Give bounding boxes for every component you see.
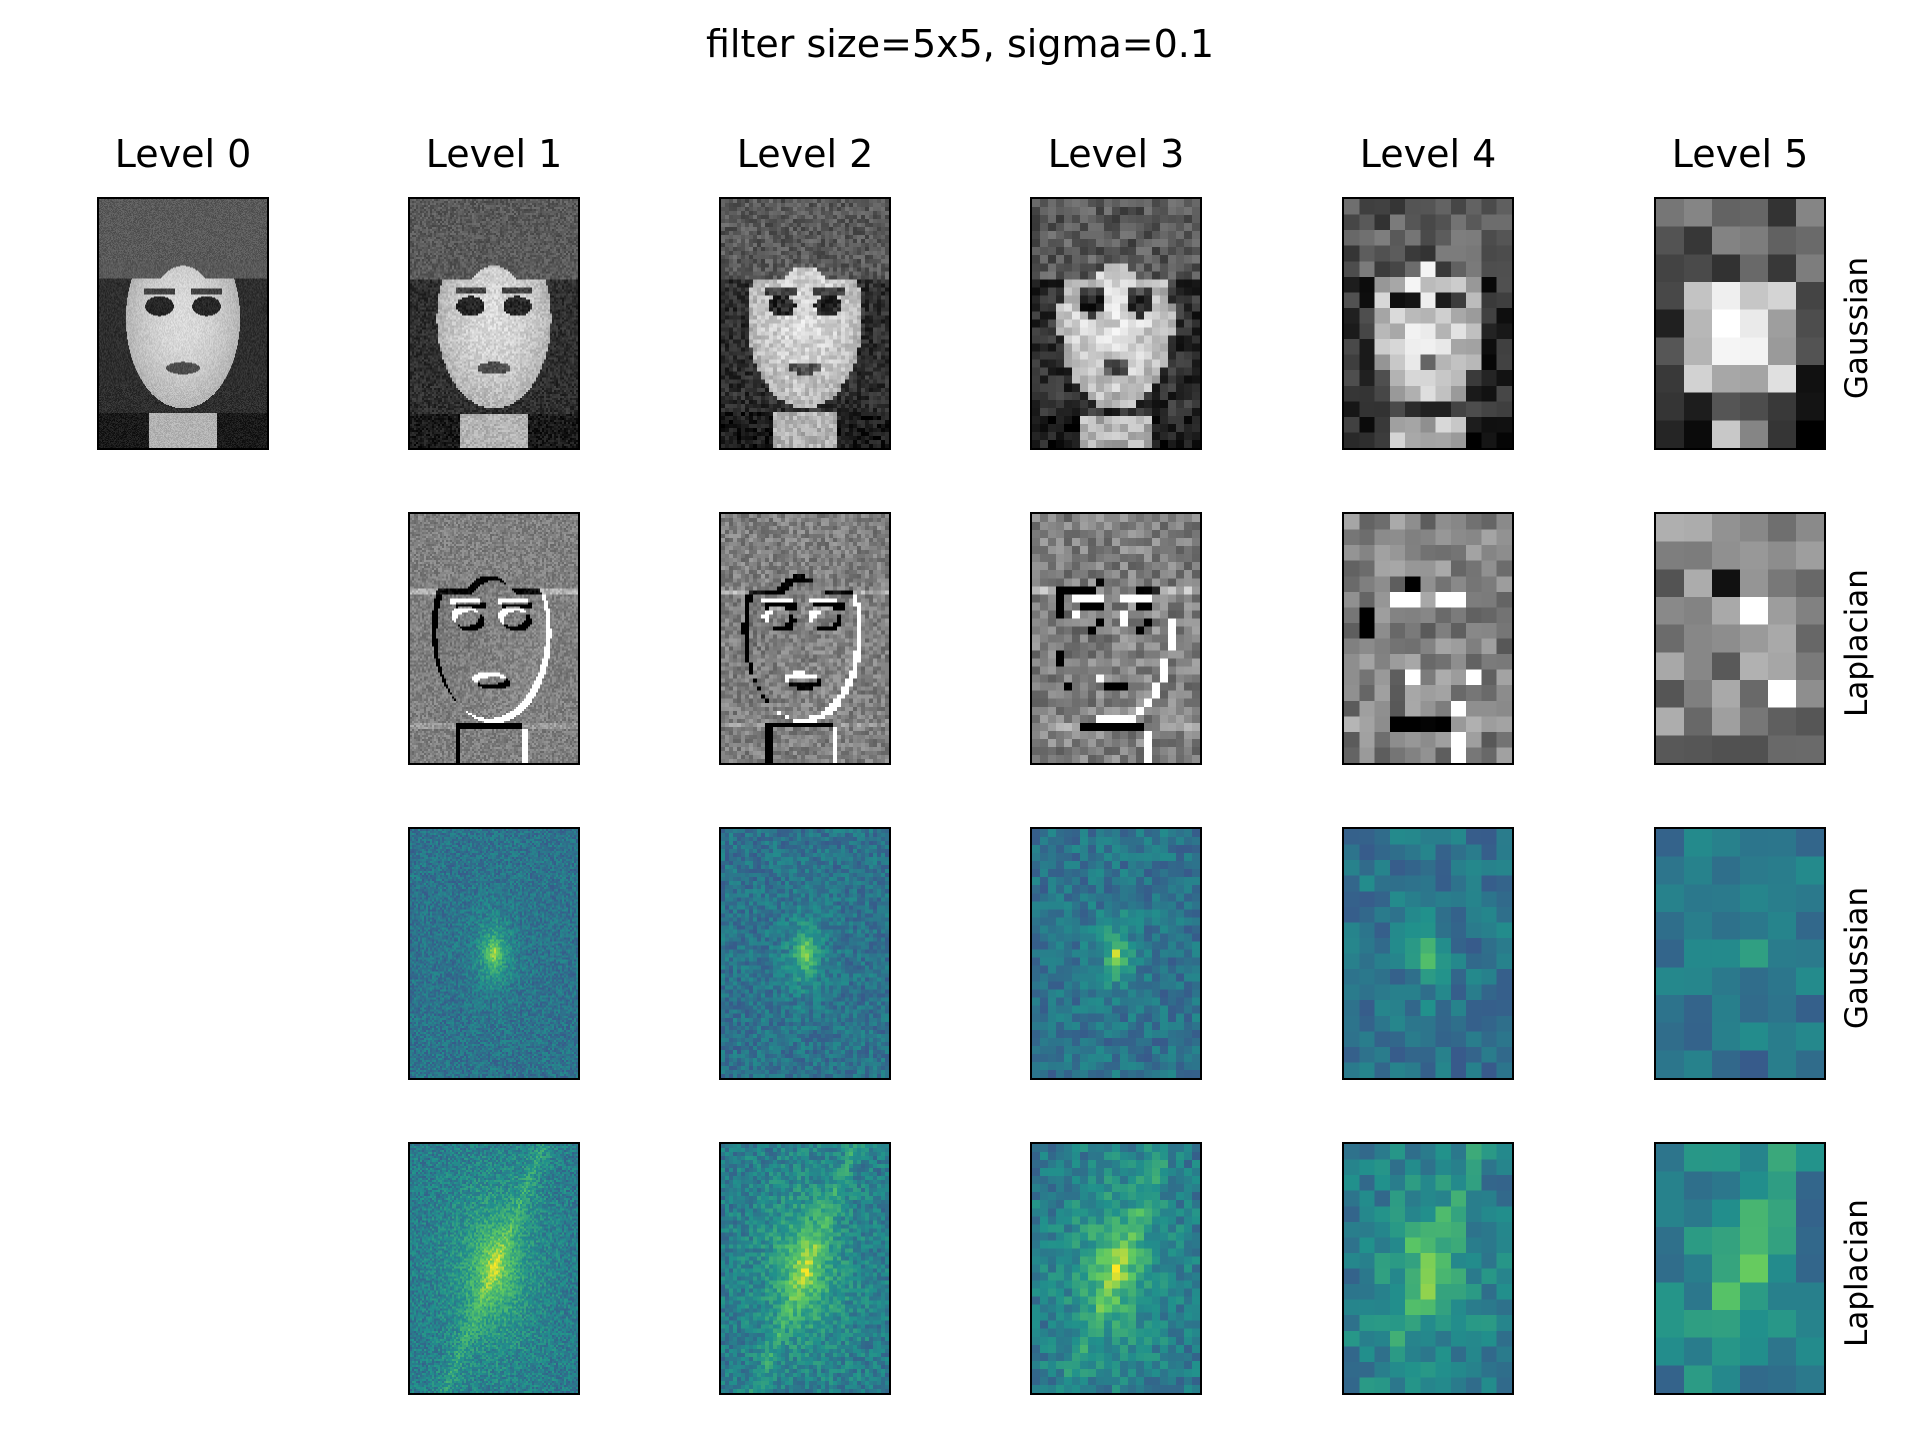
column-title-level-2: Level 2 <box>736 132 874 176</box>
panel-laplacian-spectrum-level-4 <box>1342 1142 1514 1395</box>
panel-laplacian-image-level-2 <box>719 512 891 765</box>
panel-laplacian-image-level-5 <box>1654 512 1826 765</box>
row-label-laplacian-image: Laplacian <box>1839 569 1875 717</box>
column-title-level-3: Level 3 <box>1047 132 1185 176</box>
panel-gaussian-image-level-5 <box>1654 197 1826 450</box>
column-title-level-5: Level 5 <box>1671 132 1809 176</box>
laplacian-image-level-5 <box>1656 514 1824 763</box>
panel-gaussian-spectrum-level-4 <box>1342 827 1514 1080</box>
gaussian-spectrum-level-2 <box>721 829 889 1078</box>
row-label-gaussian-spectrum: Gaussian <box>1839 886 1875 1030</box>
panel-gaussian-image-level-1 <box>408 197 580 450</box>
gaussian-spectrum-level-3 <box>1032 829 1200 1078</box>
panel-laplacian-image-level-4 <box>1342 512 1514 765</box>
panel-gaussian-image-level-0 <box>97 197 269 450</box>
gaussian-image-level-1 <box>410 199 578 448</box>
panel-gaussian-spectrum-level-5 <box>1654 827 1826 1080</box>
laplacian-spectrum-level-5 <box>1656 1144 1824 1393</box>
laplacian-spectrum-level-2 <box>721 1144 889 1393</box>
gaussian-image-level-2 <box>721 199 889 448</box>
column-title-level-4: Level 4 <box>1359 132 1497 176</box>
column-title-level-0: Level 0 <box>114 132 252 176</box>
panel-gaussian-image-level-2 <box>719 197 891 450</box>
panel-laplacian-image-level-1 <box>408 512 580 765</box>
gaussian-image-level-3 <box>1032 199 1200 448</box>
gaussian-spectrum-level-5 <box>1656 829 1824 1078</box>
row-label-gaussian-image: Gaussian <box>1839 256 1875 400</box>
gaussian-spectrum-level-4 <box>1344 829 1512 1078</box>
panel-laplacian-spectrum-level-3 <box>1030 1142 1202 1395</box>
laplacian-spectrum-level-1 <box>410 1144 578 1393</box>
laplacian-image-level-3 <box>1032 514 1200 763</box>
laplacian-image-level-2 <box>721 514 889 763</box>
panel-laplacian-spectrum-level-5 <box>1654 1142 1826 1395</box>
laplacian-spectrum-level-4 <box>1344 1144 1512 1393</box>
panel-gaussian-image-level-4 <box>1342 197 1514 450</box>
gaussian-image-level-4 <box>1344 199 1512 448</box>
laplacian-image-level-4 <box>1344 514 1512 763</box>
row-label-laplacian-spectrum: Laplacian <box>1839 1199 1875 1347</box>
panel-laplacian-spectrum-level-2 <box>719 1142 891 1395</box>
panel-gaussian-image-level-3 <box>1030 197 1202 450</box>
gaussian-image-level-5 <box>1656 199 1824 448</box>
panel-gaussian-spectrum-level-2 <box>719 827 891 1080</box>
column-title-level-1: Level 1 <box>425 132 563 176</box>
gaussian-image-level-0 <box>99 199 267 448</box>
figure-title: filter size=5x5, sigma=0.1 <box>705 22 1215 66</box>
panel-laplacian-image-level-3 <box>1030 512 1202 765</box>
panel-gaussian-spectrum-level-1 <box>408 827 580 1080</box>
gaussian-spectrum-level-1 <box>410 829 578 1078</box>
laplacian-image-level-1 <box>410 514 578 763</box>
panel-laplacian-spectrum-level-1 <box>408 1142 580 1395</box>
laplacian-spectrum-level-3 <box>1032 1144 1200 1393</box>
panel-gaussian-spectrum-level-3 <box>1030 827 1202 1080</box>
